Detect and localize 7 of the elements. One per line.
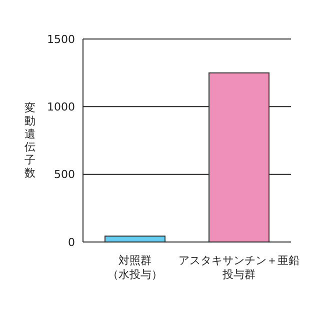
x-tick-label: 対照群（水投与）: [108, 254, 162, 281]
y-tick-label: 1500: [47, 32, 75, 46]
x-tick-label: アスタキサンチン＋亜鉛投与群: [178, 254, 300, 281]
y-tick-label: 0: [68, 236, 75, 249]
y-tick-label: 1000: [47, 100, 75, 114]
y-tick-label: 500: [54, 168, 75, 182]
y-axis-title: 変動遺伝子数: [24, 102, 36, 180]
